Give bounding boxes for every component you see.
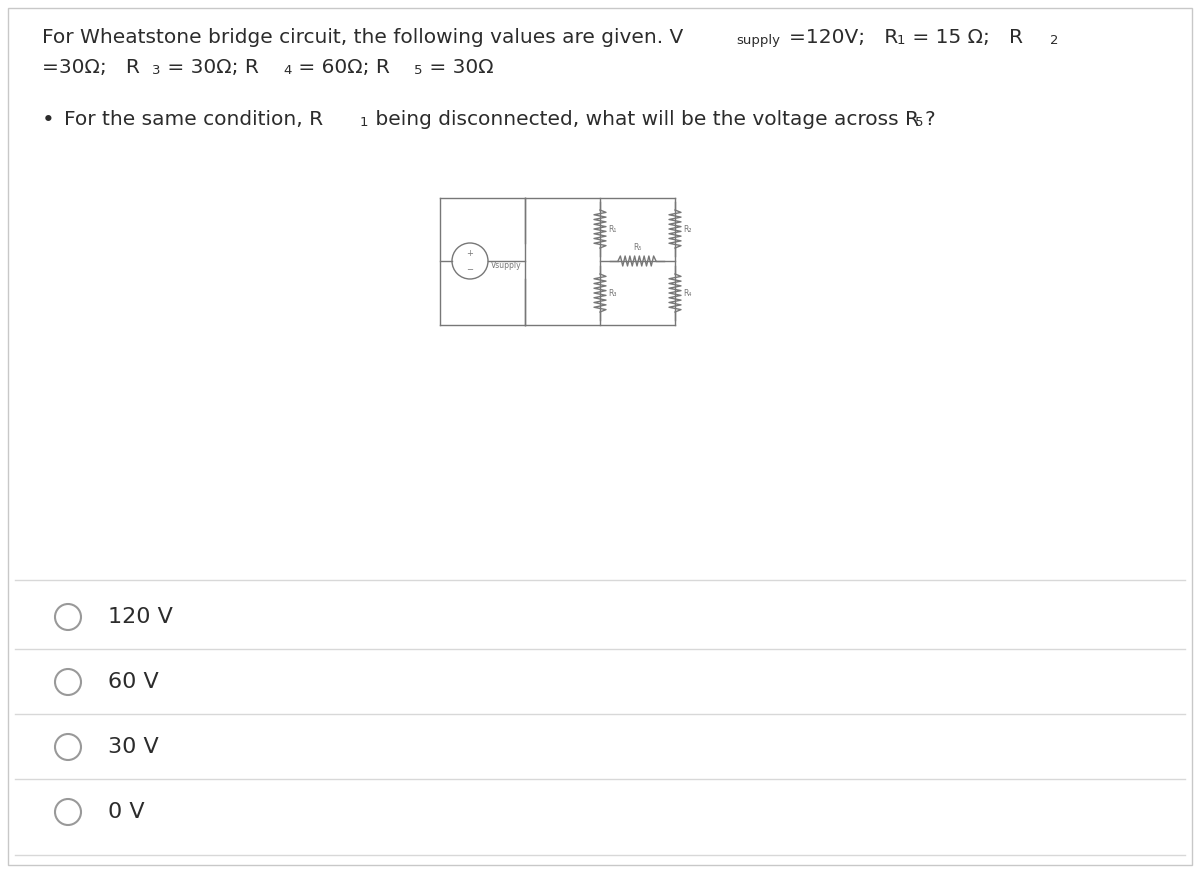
- Text: For the same condition, R: For the same condition, R: [64, 110, 323, 129]
- Text: For Wheatstone bridge circuit, the following values are given. V: For Wheatstone bridge circuit, the follo…: [42, 28, 683, 47]
- Text: 1: 1: [898, 34, 906, 47]
- Text: 1: 1: [360, 116, 368, 129]
- Text: Vsupply: Vsupply: [491, 260, 522, 270]
- Text: =30Ω;   R: =30Ω; R: [42, 58, 140, 77]
- Text: = 15 Ω;   R: = 15 Ω; R: [906, 28, 1022, 47]
- Text: supply: supply: [736, 34, 780, 47]
- Text: R₅: R₅: [632, 243, 641, 252]
- Text: = 30Ω: = 30Ω: [424, 58, 493, 77]
- Text: R₂: R₂: [683, 224, 691, 233]
- Text: being disconnected, what will be the voltage across R: being disconnected, what will be the vol…: [370, 110, 919, 129]
- Text: 3: 3: [152, 64, 161, 77]
- Text: = 30Ω; R: = 30Ω; R: [161, 58, 259, 77]
- Text: +: +: [467, 250, 474, 258]
- Text: −: −: [467, 265, 474, 274]
- Text: =120V;   R: =120V; R: [790, 28, 899, 47]
- Text: 2: 2: [1050, 34, 1058, 47]
- Text: R₄: R₄: [683, 288, 691, 298]
- Text: = 60Ω; R: = 60Ω; R: [292, 58, 390, 77]
- Text: 60 V: 60 V: [108, 672, 158, 692]
- Text: 120 V: 120 V: [108, 607, 173, 627]
- Text: 0 V: 0 V: [108, 802, 145, 822]
- Text: R₃: R₃: [608, 288, 617, 298]
- Text: 30 V: 30 V: [108, 737, 158, 757]
- Text: 5: 5: [414, 64, 422, 77]
- Text: •: •: [42, 110, 55, 130]
- Text: ?: ?: [924, 110, 935, 129]
- Text: 5: 5: [916, 116, 924, 129]
- Text: 4: 4: [283, 64, 292, 77]
- Text: R₁: R₁: [608, 224, 617, 233]
